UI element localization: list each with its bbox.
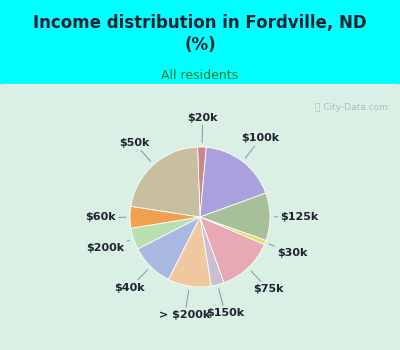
- Wedge shape: [200, 193, 270, 240]
- Text: $125k: $125k: [274, 212, 318, 222]
- Text: $30k: $30k: [269, 244, 308, 258]
- Text: $20k: $20k: [188, 113, 218, 143]
- Wedge shape: [131, 147, 200, 217]
- Text: $100k: $100k: [242, 133, 280, 158]
- Wedge shape: [138, 217, 200, 280]
- Wedge shape: [130, 206, 200, 228]
- Text: $75k: $75k: [251, 271, 284, 294]
- Text: Income distribution in Fordville, ND
(%): Income distribution in Fordville, ND (%): [33, 14, 367, 54]
- Wedge shape: [131, 217, 200, 249]
- FancyBboxPatch shape: [0, 84, 400, 350]
- Wedge shape: [200, 217, 264, 283]
- Wedge shape: [200, 217, 266, 245]
- Wedge shape: [200, 147, 266, 217]
- Text: > $200k: > $200k: [159, 290, 210, 320]
- Text: $40k: $40k: [115, 270, 148, 293]
- Text: ⓘ City-Data.com: ⓘ City-Data.com: [315, 103, 388, 112]
- Text: $60k: $60k: [85, 212, 126, 222]
- Text: $50k: $50k: [119, 138, 151, 161]
- Wedge shape: [200, 217, 224, 286]
- Text: $200k: $200k: [86, 240, 130, 253]
- Text: $150k: $150k: [206, 289, 244, 318]
- Wedge shape: [168, 217, 211, 287]
- Wedge shape: [198, 147, 206, 217]
- Text: All residents: All residents: [162, 69, 238, 82]
